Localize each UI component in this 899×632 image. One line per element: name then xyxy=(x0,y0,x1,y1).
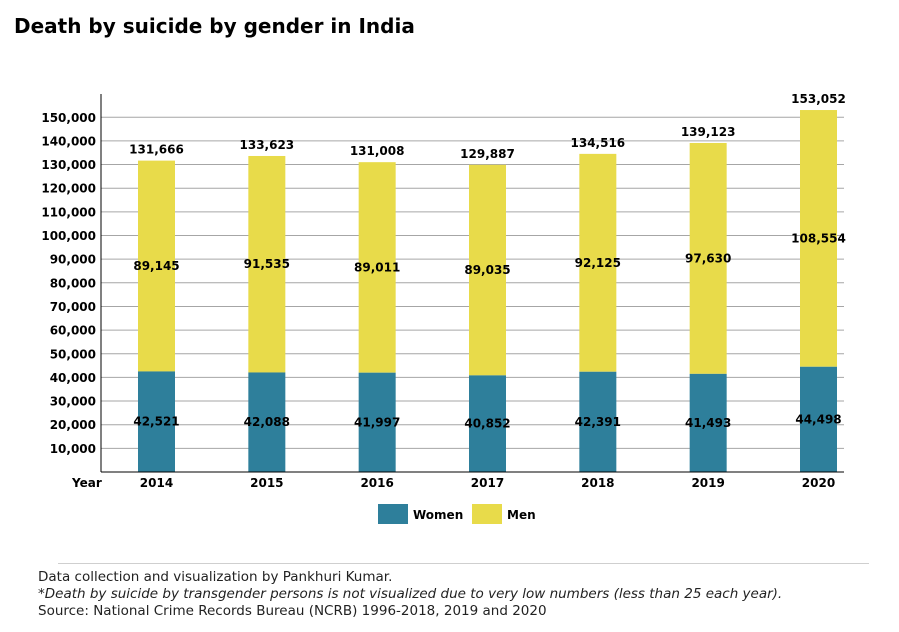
total-value-label: 153,052 xyxy=(791,92,846,106)
y-tick-label: 30,000 xyxy=(50,395,96,409)
y-tick-label: 80,000 xyxy=(50,276,96,290)
men-value-label: 89,145 xyxy=(133,259,179,273)
bar-men-2020 xyxy=(800,110,837,367)
bar-women-2019 xyxy=(689,373,727,472)
x-tick-label: 2019 xyxy=(691,476,724,490)
chart-title: Death by suicide by gender in India xyxy=(14,14,415,38)
x-tick-label: 2016 xyxy=(360,476,393,490)
y-tick-label: 90,000 xyxy=(50,253,96,267)
y-tick-label: 60,000 xyxy=(50,324,96,338)
x-tick-label: 2018 xyxy=(581,476,614,490)
legend-label: Men xyxy=(507,508,536,522)
footer: Data collection and visualization by Pan… xyxy=(38,569,782,620)
men-value-label: 92,125 xyxy=(575,256,621,270)
women-value-label: 42,391 xyxy=(575,415,621,429)
bar-men-2018 xyxy=(579,153,617,372)
y-tick-label: 100,000 xyxy=(41,229,96,243)
bar-women-2015 xyxy=(248,372,286,472)
total-value-label: 133,623 xyxy=(240,138,295,152)
y-tick-label: 20,000 xyxy=(50,418,96,432)
y-tick-label: 50,000 xyxy=(50,347,96,361)
total-value-label: 139,123 xyxy=(681,125,736,139)
y-tick-label: 140,000 xyxy=(41,134,96,148)
y-tick-label: 150,000 xyxy=(41,111,96,125)
bar-men-2016 xyxy=(358,162,396,373)
y-tick-label: 120,000 xyxy=(41,182,96,196)
bar-men-2014 xyxy=(138,160,175,372)
legend: Women Men xyxy=(378,504,536,524)
y-tick-label: 70,000 xyxy=(50,300,96,314)
axes: 10,000 20,000 30,000 40,000 50,000 60,000 70,0… xyxy=(41,94,844,490)
women-value-label: 40,852 xyxy=(464,417,510,431)
bar-men-2015 xyxy=(248,155,286,373)
total-value-label: 134,516 xyxy=(571,136,626,150)
women-value-label: 41,997 xyxy=(354,415,400,429)
men-value-label: 108,554 xyxy=(791,231,846,245)
x-tick-label: 2017 xyxy=(471,476,504,490)
men-value-label: 97,630 xyxy=(685,251,731,265)
x-tick-label: 2020 xyxy=(802,476,835,490)
credit-text: Data collection and visualization by Pan… xyxy=(38,569,393,585)
bar-women-2014 xyxy=(138,371,175,472)
data-labels: 42,521 89,145 131,666 42,088 91,535 133,623 41… xyxy=(129,92,846,431)
bar-women-2020 xyxy=(800,366,837,472)
footer-divider xyxy=(58,563,869,564)
women-value-label: 44,498 xyxy=(795,412,841,426)
stacked-bar-chart: 10,000 20,000 30,000 40,000 50,000 60,000 70,0… xyxy=(41,92,846,524)
legend-swatch-men xyxy=(472,504,502,524)
total-value-label: 131,666 xyxy=(129,143,184,157)
total-value-label: 129,887 xyxy=(460,147,515,161)
footnote-text: *Death by suicide by transgender persons… xyxy=(38,586,783,602)
y-tick-label: 110,000 xyxy=(41,205,96,219)
total-value-label: 131,008 xyxy=(350,144,405,158)
bar-men-2017 xyxy=(469,164,506,376)
x-tick-label: 2014 xyxy=(140,476,173,490)
bar-women-2018 xyxy=(579,371,617,472)
bar-women-2016 xyxy=(358,372,396,472)
x-tick-label: 2015 xyxy=(250,476,283,490)
x-axis-title: Year xyxy=(71,476,102,490)
women-value-label: 42,521 xyxy=(133,415,179,429)
legend-label: Women xyxy=(413,508,463,522)
men-value-label: 89,035 xyxy=(464,263,510,277)
bars xyxy=(138,110,837,472)
men-value-label: 89,011 xyxy=(354,260,400,274)
bar-men-2019 xyxy=(689,142,727,374)
y-tick-label: 10,000 xyxy=(50,442,96,456)
bar-women-2017 xyxy=(469,375,506,472)
women-value-label: 41,493 xyxy=(685,416,731,430)
women-value-label: 42,088 xyxy=(244,415,290,429)
y-tick-label: 40,000 xyxy=(50,371,96,385)
men-value-label: 91,535 xyxy=(244,257,290,271)
y-tick-label: 130,000 xyxy=(41,158,96,172)
source-text: Source: National Crime Records Bureau (N… xyxy=(38,603,547,619)
legend-swatch-women xyxy=(378,504,408,524)
